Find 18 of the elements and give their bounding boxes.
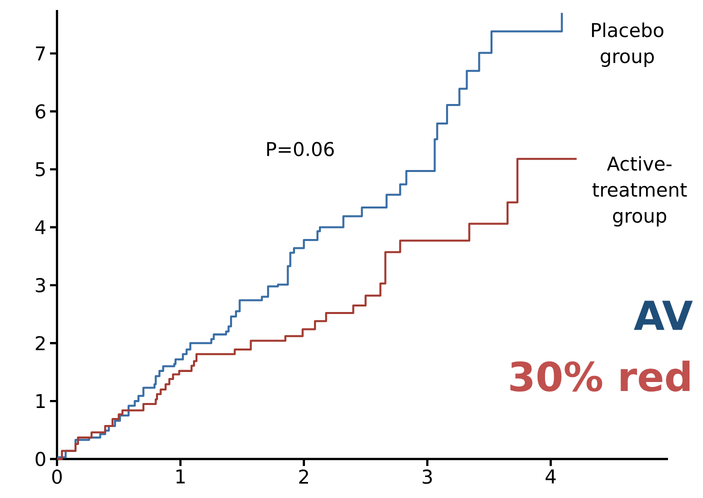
x-tick-label: 3 <box>422 470 432 484</box>
x-tick-label: 0 <box>52 470 62 484</box>
x-tick-label: 4 <box>546 470 556 484</box>
y-tick-label: 1 <box>36 394 45 408</box>
annotation: P=0.06 <box>267 142 334 156</box>
series-label: Placebo group <box>592 22 664 67</box>
y-tick-label: 2 <box>36 336 45 350</box>
annotation: 30% red <box>510 360 690 392</box>
y-tick-label: 6 <box>36 104 46 119</box>
y-tick-label: 3 <box>36 278 45 292</box>
series-label: Active-treatment group <box>592 156 687 227</box>
y-tick-label: 4 <box>35 220 46 234</box>
x-tick-label: 1 <box>176 470 185 484</box>
y-tick-label: 5 <box>36 162 45 176</box>
annotation: AV <box>634 300 693 330</box>
y-tick-label: 0 <box>36 452 46 466</box>
y-tick-label: 7 <box>36 46 45 60</box>
x-tick-label: 2 <box>299 470 308 484</box>
